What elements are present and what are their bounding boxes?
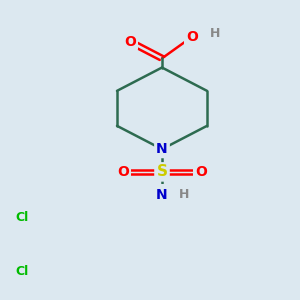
Text: N: N bbox=[156, 188, 168, 202]
Text: H: H bbox=[179, 188, 189, 201]
Text: Cl: Cl bbox=[16, 265, 29, 278]
Text: Cl: Cl bbox=[16, 211, 29, 224]
Text: H: H bbox=[210, 27, 220, 40]
Text: O: O bbox=[186, 30, 198, 44]
Text: N: N bbox=[156, 142, 168, 156]
Text: O: O bbox=[195, 165, 207, 179]
Text: S: S bbox=[157, 164, 167, 179]
Text: O: O bbox=[124, 35, 136, 49]
Text: O: O bbox=[117, 165, 129, 179]
